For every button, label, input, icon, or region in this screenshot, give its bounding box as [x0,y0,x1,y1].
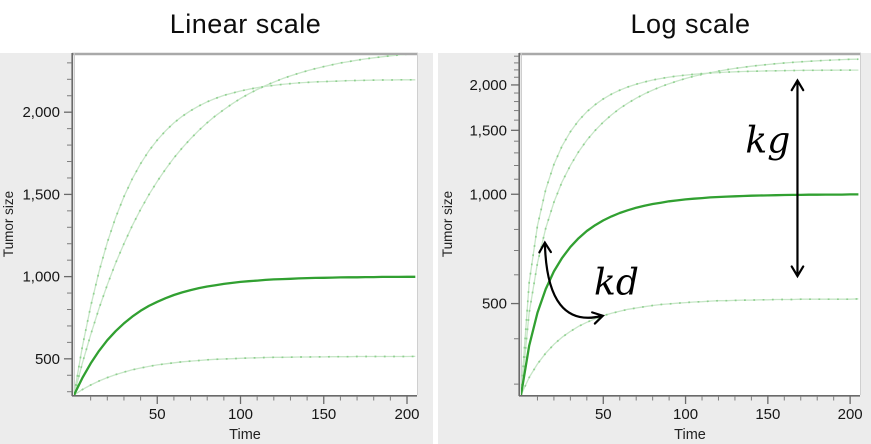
curve-bold-green-curve-plateau-1-000- [74,275,416,395]
y-tick-label: 1,500 [469,122,507,139]
y-tick-label: 1,000 [469,186,507,203]
y-axis-title-linear: Tumor size [1,191,16,257]
x-tick-label: 150 [311,406,336,423]
axes: 500 1,000 1,500 2,000 50 100 150 200 [469,53,863,423]
y-tick-label: 2,000 [469,77,507,94]
curve-markers [521,58,859,395]
kg-annotation-label: kg [745,121,790,162]
panel-log-scale: Log scale 500 1,000 1,500 2,000 50 100 150 200 … [438,0,871,444]
y-tick-label: 1,000 [22,269,60,286]
x-tick-label: 100 [673,406,698,423]
axes: 500 1,000 1,500 2,000 50 100 150 200 [22,53,420,423]
linear-plot-area: 500 1,000 1,500 2,000 50 100 150 200 [0,52,433,444]
curve-markers [74,78,416,395]
plot-background [74,53,417,395]
x-tick-label: 150 [755,406,780,423]
x-tick-label: 100 [228,406,253,423]
x-tick-label: 200 [838,406,863,423]
plot-background [521,53,860,395]
curve-markers [521,298,859,395]
y-tick-label: 1,500 [22,186,60,203]
y-tick-label: 2,000 [22,104,60,121]
x-tick-label: 50 [149,406,166,423]
curve-upper-faint-curve-plateau-2200- [521,69,859,395]
log-plot-area: 500 1,000 1,500 2,000 50 100 150 200 [438,52,871,444]
x-tick-label: 200 [394,406,419,423]
kd-annotation-label: kd [594,262,639,303]
x-axis-title-log: Time [674,427,706,443]
curve-markers [74,55,409,395]
kd-curved-arrow [538,240,605,325]
chart-title-log: Log scale [630,9,751,39]
curve-markers [74,355,416,395]
curves [74,55,416,395]
y-tick-label: 500 [482,296,507,313]
y-tick-label: 500 [35,351,60,368]
y-axis-title-log: Tumor size [440,191,455,257]
log-chart-canvas: 500 1,000 1,500 2,000 50 100 150 200 Tumor size… [438,52,871,444]
x-tick-label: 50 [595,406,612,423]
linear-chart-canvas: 500 1,000 1,500 2,000 50 100 150 200 Tumor size… [0,52,433,444]
panel-linear-scale: Linear scale 500 1,000 1,500 2,000 50 100 150 2… [0,0,433,444]
chart-title-linear: Linear scale [169,9,322,39]
x-axis-title-linear: Time [229,427,261,443]
